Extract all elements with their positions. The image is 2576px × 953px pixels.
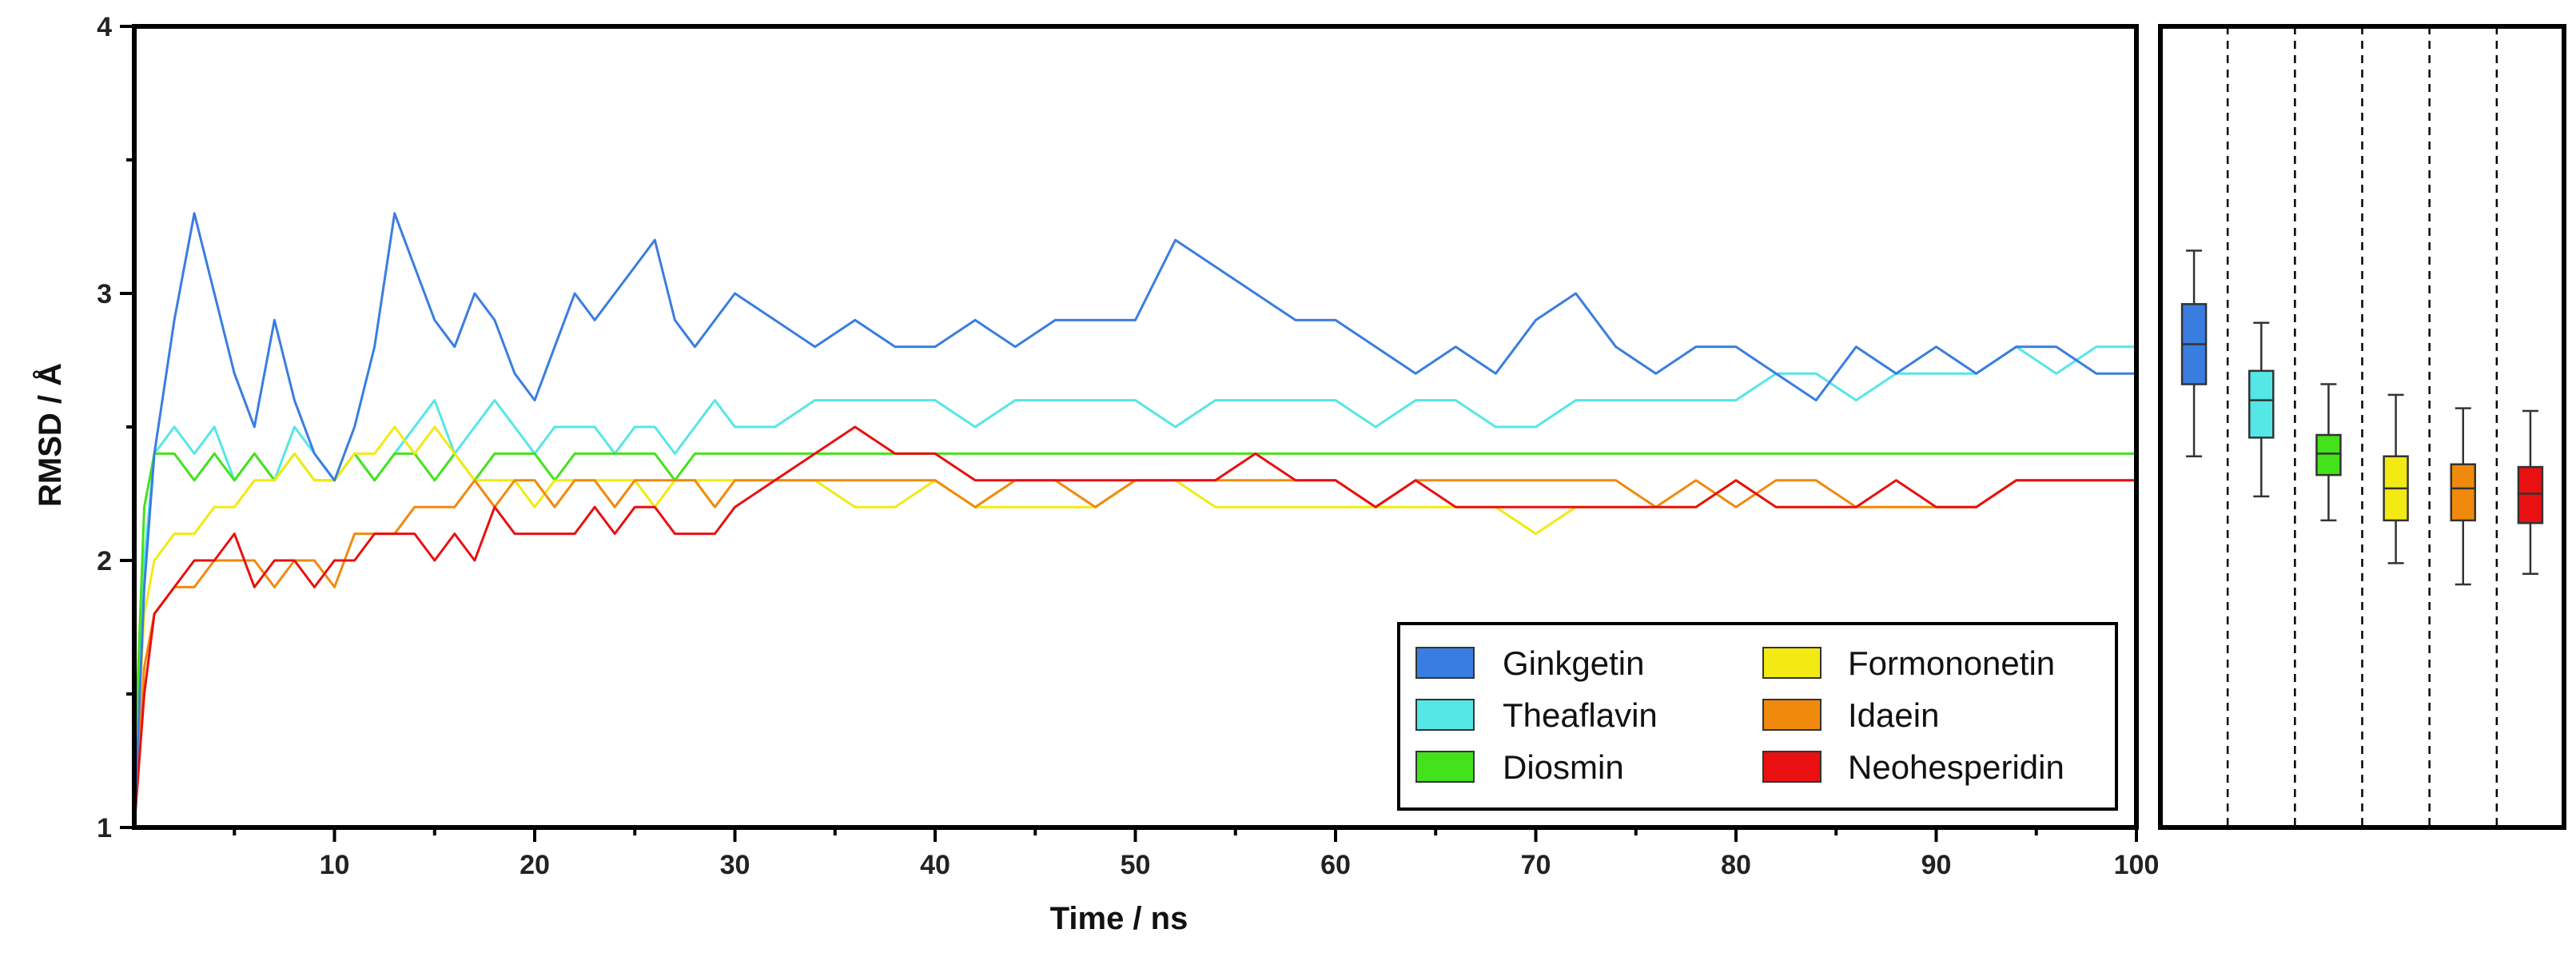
legend-swatch-theaflavin xyxy=(1415,699,1475,731)
legend-label-formononetin: Formononetin xyxy=(1848,644,2055,682)
legend-label-idaein: Idaein xyxy=(1848,696,1939,734)
boxplot-theaflavin xyxy=(2248,321,2275,498)
boxplot-ginkgetin xyxy=(2180,249,2208,457)
legend-swatch-ginkgetin xyxy=(1415,647,1475,679)
boxplot-diosmin xyxy=(2315,383,2342,522)
x-axis-ticks: 10 20 30 40 50 60 70 80 90 100 xyxy=(233,827,2160,880)
boxplot-neohesperidin xyxy=(2517,409,2544,575)
legend-label-theaflavin: Theaflavin xyxy=(1503,696,1658,734)
boxplot-formononetin xyxy=(2383,393,2409,564)
legend-swatch-diosmin xyxy=(1415,751,1475,783)
y-axis-ticks: 1 2 3 4 xyxy=(97,12,134,843)
line-chart: 10 20 30 40 50 60 70 80 90 100 1 2 3 4 Time / ns RMS… xyxy=(32,12,2159,936)
legend-label-ginkgetin: Ginkgetin xyxy=(1503,644,1644,682)
x-tick-label: 90 xyxy=(1921,850,1952,880)
y-tick-label: 2 xyxy=(97,546,112,576)
x-tick-label: 100 xyxy=(2114,850,2160,880)
x-tick-label: 50 xyxy=(1121,850,1151,880)
x-tick-label: 40 xyxy=(920,850,950,880)
legend-frame xyxy=(1397,622,2118,811)
y-tick-label: 1 xyxy=(97,813,112,843)
x-tick-label: 60 xyxy=(1320,850,1351,880)
line-series-group xyxy=(133,212,2136,828)
x-tick-label: 10 xyxy=(320,850,350,880)
series-line-neohesperidin xyxy=(133,425,2136,828)
y-axis-label: RMSD / Å xyxy=(32,363,68,507)
legend-swatch-neohesperidin xyxy=(1762,751,1822,783)
x-axis-label: Time / ns xyxy=(1050,901,1188,936)
x-tick-label: 20 xyxy=(520,850,550,880)
y-tick-label: 3 xyxy=(97,279,112,309)
legend: Ginkgetin Theaflavin Diosmin Formononeti… xyxy=(1397,622,2118,811)
legend-swatch-idaein xyxy=(1762,699,1822,731)
boxplot-dividers xyxy=(2226,26,2498,827)
boxplot-idaein xyxy=(2450,407,2476,586)
legend-label-diosmin: Diosmin xyxy=(1503,748,1624,786)
y-tick-label: 4 xyxy=(97,12,112,42)
boxplot-panel xyxy=(2158,24,2566,830)
series-line-ginkgetin xyxy=(133,212,2136,828)
x-tick-label: 80 xyxy=(1721,850,1751,880)
x-tick-label: 30 xyxy=(720,850,751,880)
boxplot-boxes xyxy=(2180,249,2544,586)
x-tick-label: 70 xyxy=(1521,850,1551,880)
series-line-idaein xyxy=(133,479,2136,828)
legend-label-neohesperidin: Neohesperidin xyxy=(1848,748,2064,786)
boxplot-box xyxy=(2248,369,2275,439)
boxplot-box xyxy=(2517,465,2544,524)
boxplot-box xyxy=(2315,433,2342,476)
boxplot-box xyxy=(2450,463,2476,522)
legend-swatch-formononetin xyxy=(1762,647,1822,679)
